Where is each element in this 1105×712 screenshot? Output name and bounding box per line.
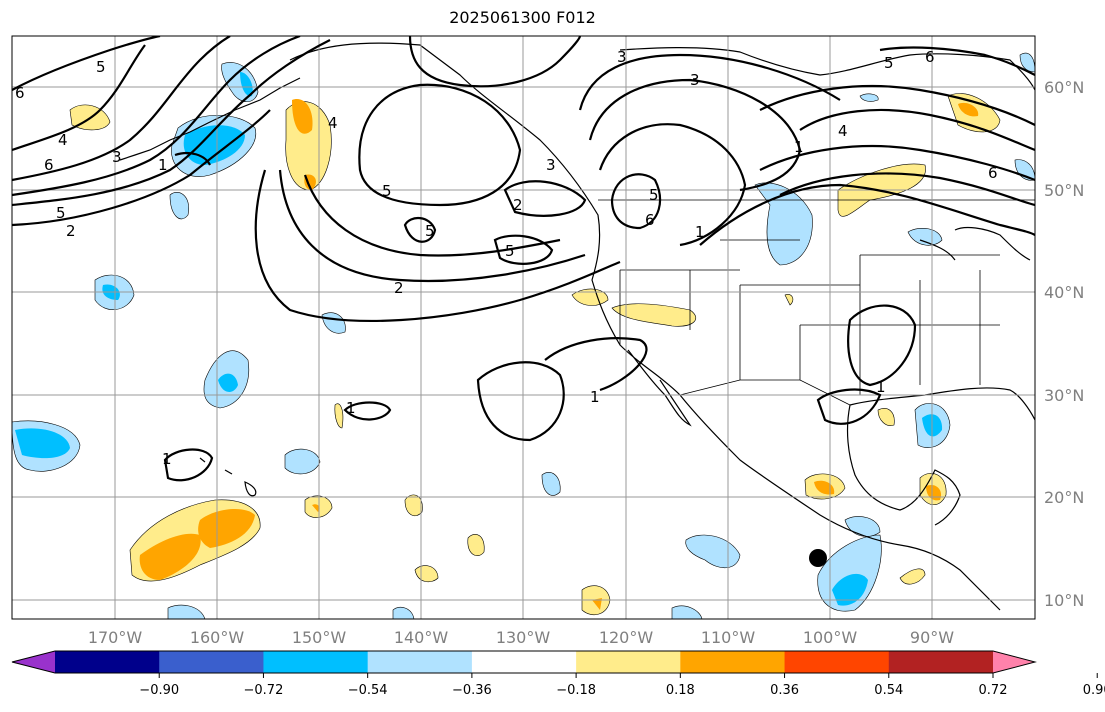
contour-label-4: 4	[838, 122, 848, 140]
lon-label: 150°W	[292, 628, 347, 647]
map-area: 6 6 5 4 3 5 2 1 4 5 5 5 2 3 2 3 3 5 6 1 …	[12, 36, 1035, 619]
contour-label-6: 6	[15, 84, 25, 102]
lat-label: 30°N	[1044, 386, 1084, 405]
map-title: 2025061300 F012	[449, 8, 596, 27]
contour-label-1: 1	[590, 388, 600, 406]
colorbar-tick-label: 0.90	[1083, 683, 1105, 698]
lon-label: 170°W	[88, 628, 143, 647]
colorbar-tick-label: −0.18	[556, 683, 596, 698]
colorbar-tick-label: −0.90	[139, 683, 179, 698]
colorbar-tick-label: −0.36	[452, 683, 492, 698]
colorbar-segment	[576, 651, 681, 673]
colorbar-segment	[471, 651, 577, 673]
contour-label-6: 6	[44, 156, 54, 174]
contour-label-4: 4	[58, 131, 68, 149]
lon-label: 110°W	[701, 628, 756, 647]
colorbar-tick-label: 0.36	[770, 683, 799, 698]
lat-label: 40°N	[1044, 283, 1084, 302]
contour-label-1: 1	[158, 156, 168, 174]
contour-label-1: 1	[162, 450, 172, 468]
political-borders	[598, 199, 1035, 406]
lat-label: 50°N	[1044, 181, 1084, 200]
lat-label: 10°N	[1044, 591, 1084, 610]
contour-label-6: 6	[988, 164, 998, 182]
contour-label-1: 1	[346, 399, 356, 417]
lon-label: 120°W	[599, 628, 654, 647]
latitude-labels: 60°N 50°N 40°N 30°N 20°N 10°N	[1044, 78, 1084, 610]
colorbar-extend-min	[12, 651, 55, 673]
contour-label-5: 5	[505, 242, 515, 260]
lon-label: 130°W	[496, 628, 551, 647]
lon-label: 140°W	[394, 628, 449, 647]
contour-label-3: 3	[546, 156, 556, 174]
colorbar-segment	[159, 651, 264, 673]
contour-label-3: 3	[690, 71, 700, 89]
coastlines	[119, 42, 1035, 611]
lon-label: 100°W	[803, 628, 858, 647]
contour-label-2: 2	[66, 222, 76, 240]
lat-label: 20°N	[1044, 488, 1084, 507]
contour-label-2: 2	[513, 196, 523, 214]
longitude-labels: 170°W 160°W 150°W 140°W 130°W 120°W 110°…	[88, 628, 954, 647]
colorbar-segment	[680, 651, 786, 673]
contour-labels: 6 6 5 4 3 5 2 1 4 5 5 5 2 3 2 3 3 5 6 1 …	[15, 48, 998, 468]
contour-label-5: 5	[425, 222, 435, 240]
colorbar-segment	[367, 651, 473, 673]
contour-label-5: 5	[96, 58, 106, 76]
colorbar-extend-max	[993, 651, 1035, 673]
colorbar: −0.90 −0.72 −0.54 −0.36 −0.18 0.18 0.36 0.54 0.7…	[11, 650, 1105, 698]
contour-label-5: 5	[649, 186, 659, 204]
colorbar-segment	[55, 651, 160, 673]
gridlines	[12, 36, 1035, 619]
contour-label-4: 4	[328, 114, 338, 132]
colorbar-tick-label: −0.54	[348, 683, 388, 698]
contour-label-3: 3	[112, 148, 122, 166]
contour-label-5: 5	[382, 182, 392, 200]
lon-label: 90°W	[910, 628, 954, 647]
contour-label-6: 6	[925, 48, 935, 66]
colorbar-segment	[263, 651, 369, 673]
contour-label-1: 1	[695, 223, 705, 241]
colorbar-tick-label: 0.18	[666, 683, 695, 698]
contour-label-5: 5	[884, 54, 894, 72]
colorbar-tick-label: 0.54	[874, 683, 903, 698]
colorbar-tick-label: 0.72	[979, 683, 1008, 698]
map-frame	[11, 35, 1036, 620]
colorbar-outline	[11, 650, 1037, 674]
colorbar-segment	[888, 651, 994, 673]
contour-label-1: 1	[876, 378, 886, 396]
contour-lines	[12, 36, 1035, 482]
colorbar-segment	[784, 651, 890, 673]
contour-label-3: 3	[617, 48, 627, 66]
contour-label-2: 2	[394, 279, 404, 297]
contour-label-1: 1	[794, 138, 804, 156]
colorbar-tick-label: −0.72	[244, 683, 284, 698]
lon-label: 160°W	[190, 628, 245, 647]
lat-label: 60°N	[1044, 78, 1084, 97]
contour-label-5: 5	[56, 204, 66, 222]
storm-marker	[809, 549, 827, 567]
contour-label-6: 6	[645, 211, 655, 229]
